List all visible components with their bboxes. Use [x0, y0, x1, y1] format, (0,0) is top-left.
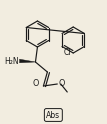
Text: H₂N: H₂N	[4, 57, 19, 65]
Text: O: O	[32, 79, 39, 89]
Polygon shape	[20, 59, 35, 63]
Text: Abs: Abs	[46, 110, 60, 120]
Text: O: O	[58, 78, 65, 88]
Text: Cl: Cl	[64, 48, 71, 57]
